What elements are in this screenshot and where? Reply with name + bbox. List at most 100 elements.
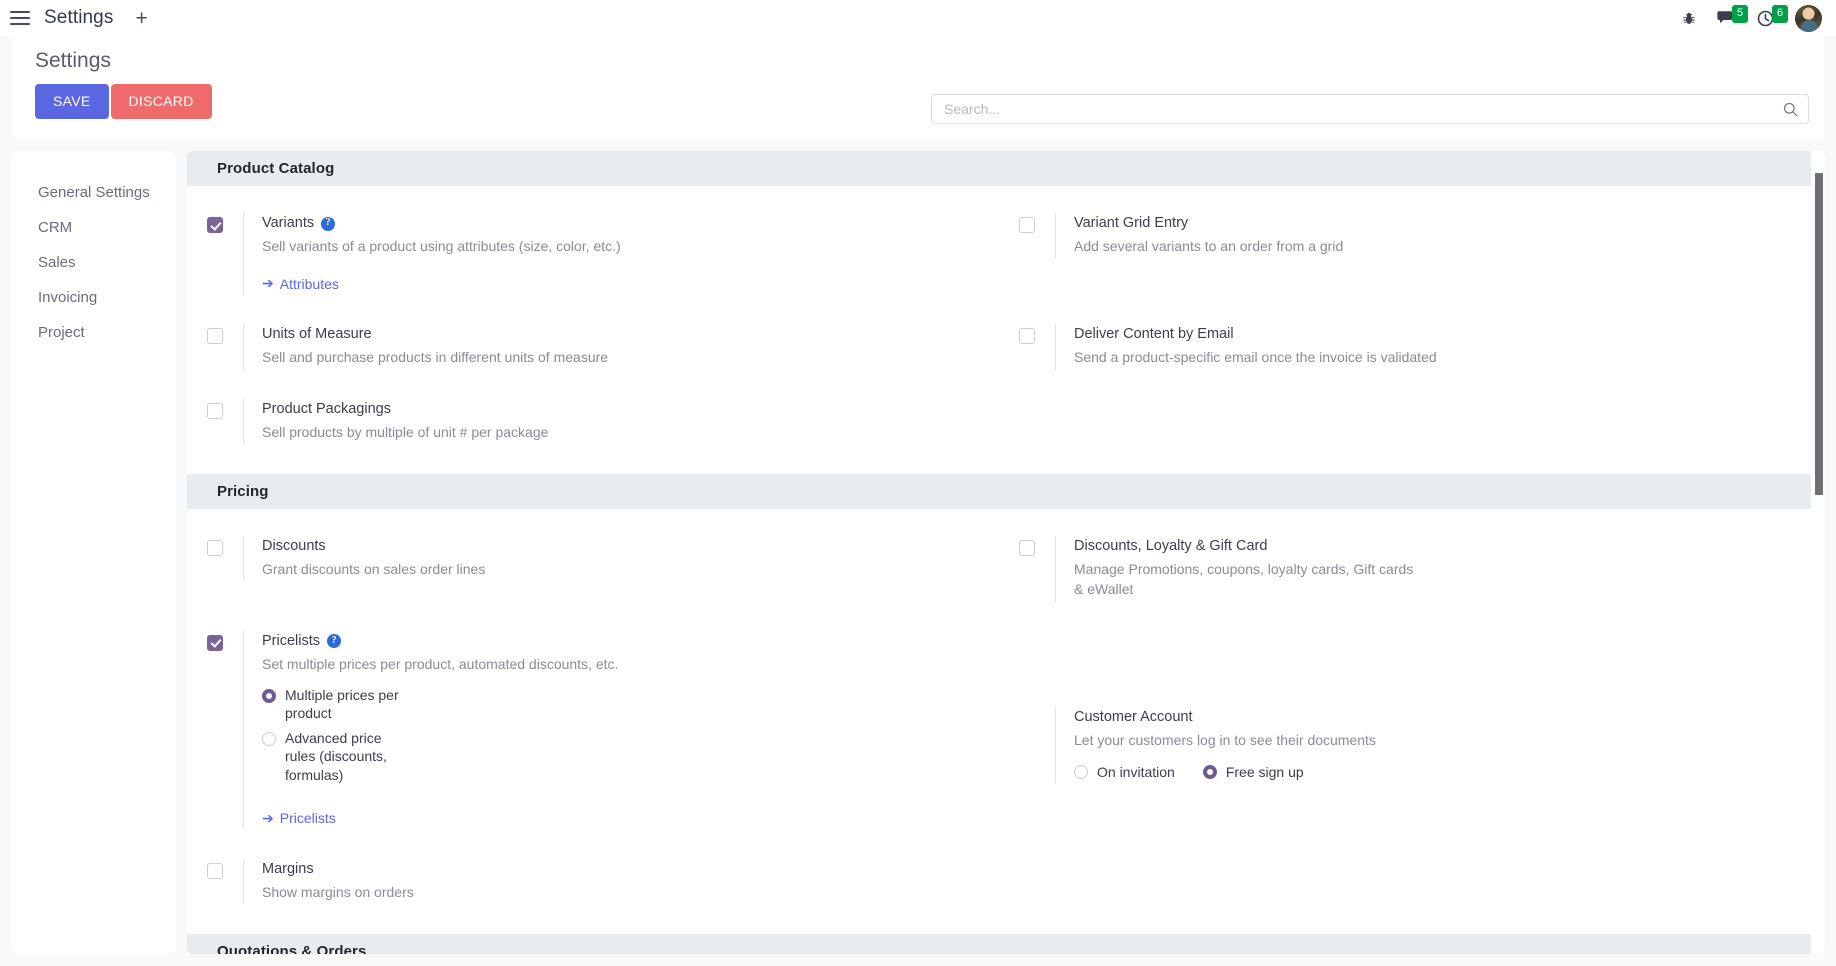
radio-option-advanced-price-rules[interactable]: Advanced price rules (discounts, formula… — [262, 729, 975, 784]
help-icon[interactable]: ? — [321, 216, 336, 231]
variant-grid-entry-checkbox[interactable] — [1019, 217, 1035, 233]
checkbox-wrapper — [187, 536, 243, 556]
setting-discounts-loyalty-gift-card: Discounts, Loyalty & Gift Card Manage Pr… — [999, 527, 1787, 622]
setting-title-row: Customer Account — [1074, 707, 1787, 728]
setting-product-packagings: Product Packagings Sell products by mult… — [187, 390, 975, 464]
setting-cell-deliver-content-by-email: Deliver Content by Email Send a product-… — [999, 315, 1811, 389]
setting-title-row: Discounts — [262, 536, 975, 557]
search-icon[interactable] — [1783, 102, 1798, 117]
setting-variant-grid-entry: Variant Grid Entry Add several variants … — [999, 204, 1787, 278]
vertical-scrollbar[interactable] — [1814, 151, 1823, 954]
attributes-link[interactable]: ➔ Attributes — [262, 275, 339, 292]
product-packagings-checkbox[interactable] — [207, 402, 223, 419]
setting-cell-units-of-measure: Units of Measure Sell and purchase produ… — [187, 315, 999, 389]
margins-checkbox[interactable] — [207, 862, 223, 879]
setting-label: Pricelists — [262, 632, 321, 649]
deliver-content-by-email-checkbox[interactable] — [1019, 328, 1035, 345]
pricelists-link[interactable]: ➔ Pricelists — [262, 810, 336, 827]
setting-cell-product-packagings: Product Packagings Sell products by mult… — [187, 390, 999, 464]
sidebar-item-invoicing[interactable]: Invoicing — [11, 280, 176, 315]
hamburger-icon[interactable] — [10, 10, 30, 26]
setting-cell-empty — [999, 850, 1811, 924]
section-header-quotations-orders: Quotations & Orders — [187, 934, 1811, 954]
radio-label: On invitation — [1097, 763, 1175, 780]
discounts-checkbox[interactable] — [207, 539, 223, 556]
search-input[interactable] — [944, 101, 1783, 117]
radio-label: Advanced price rules (discounts, formula… — [285, 730, 387, 783]
top-navbar: Settings + 5 6 — [0, 0, 1836, 36]
sidebar-item-crm[interactable]: CRM — [11, 210, 176, 245]
checkbox-wrapper — [187, 631, 243, 651]
activities-badge: 6 — [1772, 4, 1789, 23]
advanced-price-rules-radio[interactable] — [262, 732, 276, 747]
setting-title-row: Discounts, Loyalty & Gift Card — [1074, 536, 1787, 557]
setting-body: Units of Measure Sell and purchase produ… — [243, 324, 975, 370]
navbar-app-title[interactable]: Settings — [44, 7, 114, 28]
setting-body: Discounts Grant discounts on sales order… — [243, 535, 975, 582]
setting-pricelists: Pricelists ? Set multiple prices per pro… — [187, 622, 975, 850]
setting-body: Margins Show margins on orders — [243, 858, 975, 905]
arrow-right-icon: ➔ — [262, 809, 274, 826]
pricelists-checkbox[interactable] — [207, 634, 223, 651]
setting-cell-discounts: Discounts Grant discounts on sales order… — [187, 527, 999, 622]
on-invitation-radio[interactable] — [1074, 764, 1088, 779]
setting-deliver-content-by-email: Deliver Content by Email Send a product-… — [999, 315, 1787, 389]
setting-units-of-measure: Units of Measure Sell and purchase produ… — [187, 315, 975, 389]
customer-account-radio-group: On invitation Free sign up — [1074, 763, 1787, 781]
avatar[interactable] — [1795, 4, 1822, 32]
setting-cell-empty — [999, 390, 1811, 464]
sidebar-item-sales[interactable]: Sales — [11, 245, 176, 280]
control-panel: Settings SAVE DISCARD — [11, 36, 1825, 140]
scrollbar-thumb[interactable] — [1815, 173, 1823, 495]
sidebar-item-project[interactable]: Project — [11, 315, 176, 350]
help-icon[interactable]: ? — [327, 634, 342, 649]
settings-scroll-area: Product Catalog Variants ? Sell variants… — [187, 151, 1811, 954]
setting-description: Set multiple prices per product, automat… — [262, 655, 619, 672]
section-grid-product-catalog: Variants ? Sell variants of a product us… — [187, 186, 1811, 474]
units-of-measure-checkbox[interactable] — [207, 328, 223, 345]
radio-option-multiple-prices[interactable]: Multiple prices per product — [262, 686, 975, 722]
sidebar-item-general-settings[interactable]: General Settings — [11, 175, 176, 210]
page-title: Settings — [35, 49, 111, 72]
setting-variants: Variants ? Sell variants of a product us… — [187, 204, 975, 315]
bug-icon[interactable] — [1682, 11, 1696, 26]
messages-icon[interactable]: 5 — [1717, 5, 1749, 26]
setting-discounts: Discounts Grant discounts on sales order… — [187, 527, 975, 601]
control-panel-wrapper: Settings SAVE DISCARD — [0, 36, 1836, 140]
discounts-loyalty-gift-card-checkbox[interactable] — [1019, 539, 1035, 556]
activities-icon[interactable]: 6 — [1757, 4, 1789, 27]
setting-label: Units of Measure — [262, 326, 372, 343]
radio-label: Free sign up — [1225, 763, 1304, 780]
checkbox-wrapper — [999, 324, 1055, 345]
setting-description: Sell products by multiple of unit # per … — [262, 423, 549, 440]
setting-description: Add several variants to an order from a … — [1074, 238, 1344, 255]
setting-body: Product Packagings Sell products by mult… — [243, 398, 975, 444]
discard-button[interactable]: DISCARD — [110, 84, 212, 119]
settings-main-panel: Product Catalog Variants ? Sell variants… — [187, 151, 1825, 954]
search-bar[interactable] — [931, 94, 1809, 124]
setting-body: Discounts, Loyalty & Gift Card Manage Pr… — [1055, 535, 1787, 602]
setting-label: Product Packagings — [262, 400, 391, 417]
checkbox-wrapper — [187, 324, 243, 345]
setting-label: Deliver Content by Email — [1074, 326, 1234, 343]
setting-description: Manage Promotions, coupons, loyalty card… — [1074, 560, 1414, 598]
setting-title-row: Product Packagings — [262, 399, 975, 420]
setting-body: Deliver Content by Email Send a product-… — [1055, 324, 1787, 370]
setting-description: Send a product-specific email once the i… — [1074, 349, 1437, 366]
multiple-prices-radio[interactable] — [262, 688, 276, 703]
checkbox-wrapper — [999, 536, 1055, 556]
setting-description: Sell variants of a product using attribu… — [262, 238, 621, 255]
setting-description: Grant discounts on sales order lines — [262, 560, 486, 577]
variants-checkbox[interactable] — [207, 217, 223, 233]
sidebar-item-label: Project — [38, 324, 85, 341]
free-sign-up-radio[interactable] — [1202, 764, 1217, 779]
page-body: General Settings CRM Sales Invoicing Pro… — [0, 140, 1836, 955]
messages-badge: 5 — [1732, 5, 1749, 23]
setting-label: Margins — [262, 860, 314, 877]
setting-label: Customer Account — [1074, 708, 1193, 725]
save-button[interactable]: SAVE — [35, 84, 109, 119]
section-header-product-catalog: Product Catalog — [187, 151, 1811, 186]
pricelists-link-label: Pricelists — [279, 810, 336, 827]
setting-description: Let your customers log in to see their d… — [1074, 731, 1376, 748]
plus-icon[interactable]: + — [135, 6, 148, 30]
